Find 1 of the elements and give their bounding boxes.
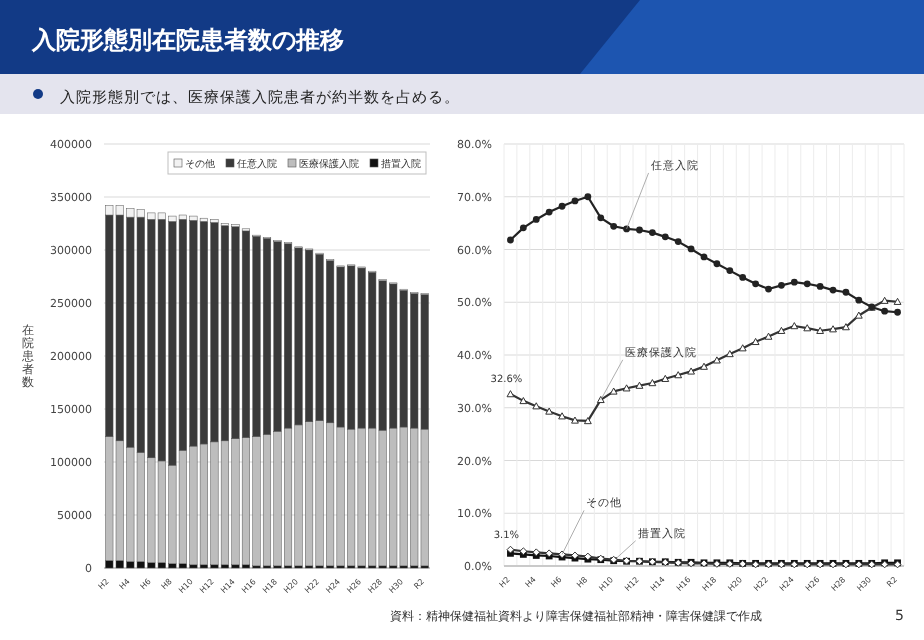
chart-title: 入院形態別在院患者数の推移 — [30, 26, 344, 54]
